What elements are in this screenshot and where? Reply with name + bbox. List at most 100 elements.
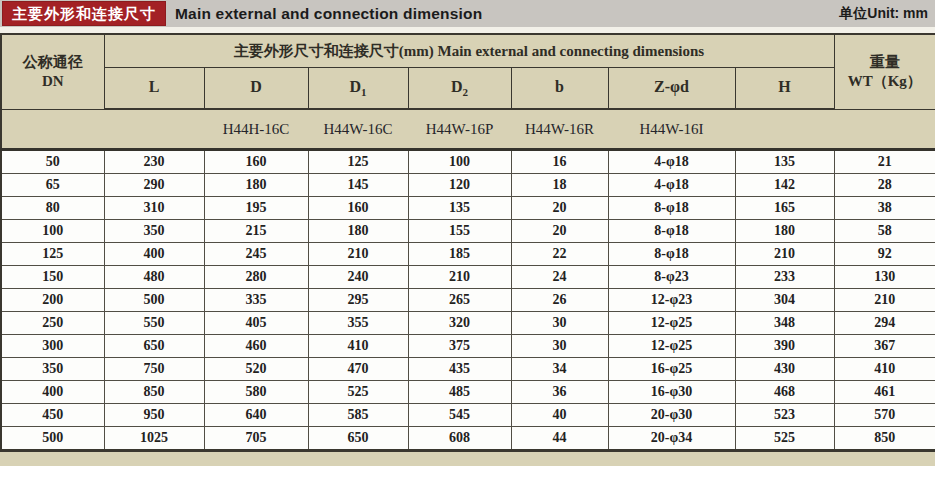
table-row: 4509506405855454020-φ30523570 bbox=[1, 404, 935, 427]
value-cell: 135 bbox=[408, 197, 511, 220]
col-header-h: H bbox=[735, 68, 834, 110]
value-cell: 468 bbox=[735, 381, 834, 404]
value-cell: 348 bbox=[735, 312, 834, 335]
value-cell: 135 bbox=[735, 150, 834, 174]
value-cell: 20 bbox=[511, 197, 608, 220]
value-cell: 265 bbox=[408, 289, 511, 312]
value-cell: 12-φ23 bbox=[608, 289, 735, 312]
value-cell: 430 bbox=[735, 358, 834, 381]
value-cell: 320 bbox=[408, 312, 511, 335]
table-row: 3006504604103753012-φ25390367 bbox=[1, 335, 935, 358]
value-cell: 165 bbox=[735, 197, 834, 220]
table-row: 4008505805254853616-φ30468461 bbox=[1, 381, 935, 404]
dimension-table: 公称通径 DN 主要外形尺寸和连接尺寸(mm) Main external an… bbox=[0, 33, 935, 451]
dn-cell: 125 bbox=[1, 243, 104, 266]
value-cell: 410 bbox=[834, 358, 935, 381]
model-name: H44W-16R bbox=[511, 109, 608, 150]
value-cell: 294 bbox=[834, 312, 935, 335]
value-cell: 155 bbox=[408, 220, 511, 243]
value-cell: 550 bbox=[104, 312, 204, 335]
table-row: 65290180145120184-φ1814228 bbox=[1, 174, 935, 197]
dn-cell: 100 bbox=[1, 220, 104, 243]
value-cell: 350 bbox=[104, 220, 204, 243]
value-cell: 400 bbox=[104, 243, 204, 266]
table-row: 2005003352952652612-φ23304210 bbox=[1, 289, 935, 312]
dn-cell: 300 bbox=[1, 335, 104, 358]
group-header: 主要外形尺寸和连接尺寸(mm) Main external and connec… bbox=[104, 34, 834, 68]
unit-label: 单位Unit: mm bbox=[839, 5, 928, 23]
col-header-weight-zh: 重量 bbox=[835, 53, 935, 72]
value-cell: 240 bbox=[308, 266, 408, 289]
value-cell: 461 bbox=[834, 381, 935, 404]
value-cell: 525 bbox=[308, 381, 408, 404]
table-row: 150480280240210248-φ23233130 bbox=[1, 266, 935, 289]
value-cell: 375 bbox=[408, 335, 511, 358]
value-cell: 38 bbox=[834, 197, 935, 220]
dn-cell: 350 bbox=[1, 358, 104, 381]
model-name: H44W-16P bbox=[408, 109, 511, 150]
value-cell: 850 bbox=[834, 427, 935, 451]
value-cell: 310 bbox=[104, 197, 204, 220]
value-cell: 850 bbox=[104, 381, 204, 404]
table-row: 80310195160135208-φ1816538 bbox=[1, 197, 935, 220]
col-header-d: D bbox=[204, 68, 308, 110]
dimension-table-body: 50230160125100164-φ181352165290180145120… bbox=[1, 150, 935, 451]
value-cell: 608 bbox=[408, 427, 511, 451]
col-header-b: b bbox=[511, 68, 608, 110]
value-cell: 92 bbox=[834, 243, 935, 266]
value-cell: 180 bbox=[308, 220, 408, 243]
col-header-dn-en: DN bbox=[2, 72, 104, 91]
value-cell: 523 bbox=[735, 404, 834, 427]
value-cell: 545 bbox=[408, 404, 511, 427]
model-name: H44W-16I bbox=[608, 109, 735, 150]
value-cell: 280 bbox=[204, 266, 308, 289]
value-cell: 304 bbox=[735, 289, 834, 312]
title-zh-badge: 主要外形和连接尺寸 bbox=[2, 1, 166, 26]
value-cell: 12-φ25 bbox=[608, 312, 735, 335]
value-cell: 750 bbox=[104, 358, 204, 381]
model-name: H44H-16C bbox=[204, 109, 308, 150]
value-cell: 295 bbox=[308, 289, 408, 312]
value-cell: 30 bbox=[511, 312, 608, 335]
dn-cell: 80 bbox=[1, 197, 104, 220]
title-bar: 主要外形和连接尺寸 Main external and connection d… bbox=[0, 0, 935, 27]
value-cell: 470 bbox=[308, 358, 408, 381]
table-row: 3507505204704353416-φ25430410 bbox=[1, 358, 935, 381]
value-cell: 180 bbox=[735, 220, 834, 243]
model-row: H44H-16C H44W-16C H44W-16P H44W-16R H44W… bbox=[1, 109, 935, 150]
page-title: Main external and connection dimension bbox=[175, 5, 482, 23]
value-cell: 4-φ18 bbox=[608, 174, 735, 197]
table-header: 公称通径 DN 主要外形尺寸和连接尺寸(mm) Main external an… bbox=[1, 34, 935, 109]
model-name: H44W-16C bbox=[308, 109, 408, 150]
value-cell: 650 bbox=[308, 427, 408, 451]
catalog-page: 主要外形和连接尺寸 Main external and connection d… bbox=[0, 0, 935, 466]
value-cell: 22 bbox=[511, 243, 608, 266]
col-header-weight: 重量 WT（Kg） bbox=[834, 34, 935, 109]
table-row: 125400245210185228-φ1821092 bbox=[1, 243, 935, 266]
col-header-dn-zh: 公称通径 bbox=[2, 53, 104, 72]
value-cell: 410 bbox=[308, 335, 408, 358]
table-row: 50010257056506084420-φ34525850 bbox=[1, 427, 935, 451]
value-cell: 405 bbox=[204, 312, 308, 335]
value-cell: 142 bbox=[735, 174, 834, 197]
dn-cell: 65 bbox=[1, 174, 104, 197]
value-cell: 520 bbox=[204, 358, 308, 381]
table-row: 2505504053553203012-φ25348294 bbox=[1, 312, 935, 335]
value-cell: 245 bbox=[204, 243, 308, 266]
value-cell: 650 bbox=[104, 335, 204, 358]
value-cell: 705 bbox=[204, 427, 308, 451]
bottom-strip bbox=[0, 451, 935, 466]
table-row: 50230160125100164-φ1813521 bbox=[1, 150, 935, 174]
value-cell: 8-φ23 bbox=[608, 266, 735, 289]
value-cell: 40 bbox=[511, 404, 608, 427]
value-cell: 480 bbox=[104, 266, 204, 289]
value-cell: 20-φ30 bbox=[608, 404, 735, 427]
value-cell: 460 bbox=[204, 335, 308, 358]
dn-cell: 250 bbox=[1, 312, 104, 335]
value-cell: 8-φ18 bbox=[608, 220, 735, 243]
value-cell: 16-φ25 bbox=[608, 358, 735, 381]
dn-cell: 200 bbox=[1, 289, 104, 312]
value-cell: 16-φ30 bbox=[608, 381, 735, 404]
value-cell: 180 bbox=[204, 174, 308, 197]
value-cell: 20-φ34 bbox=[608, 427, 735, 451]
